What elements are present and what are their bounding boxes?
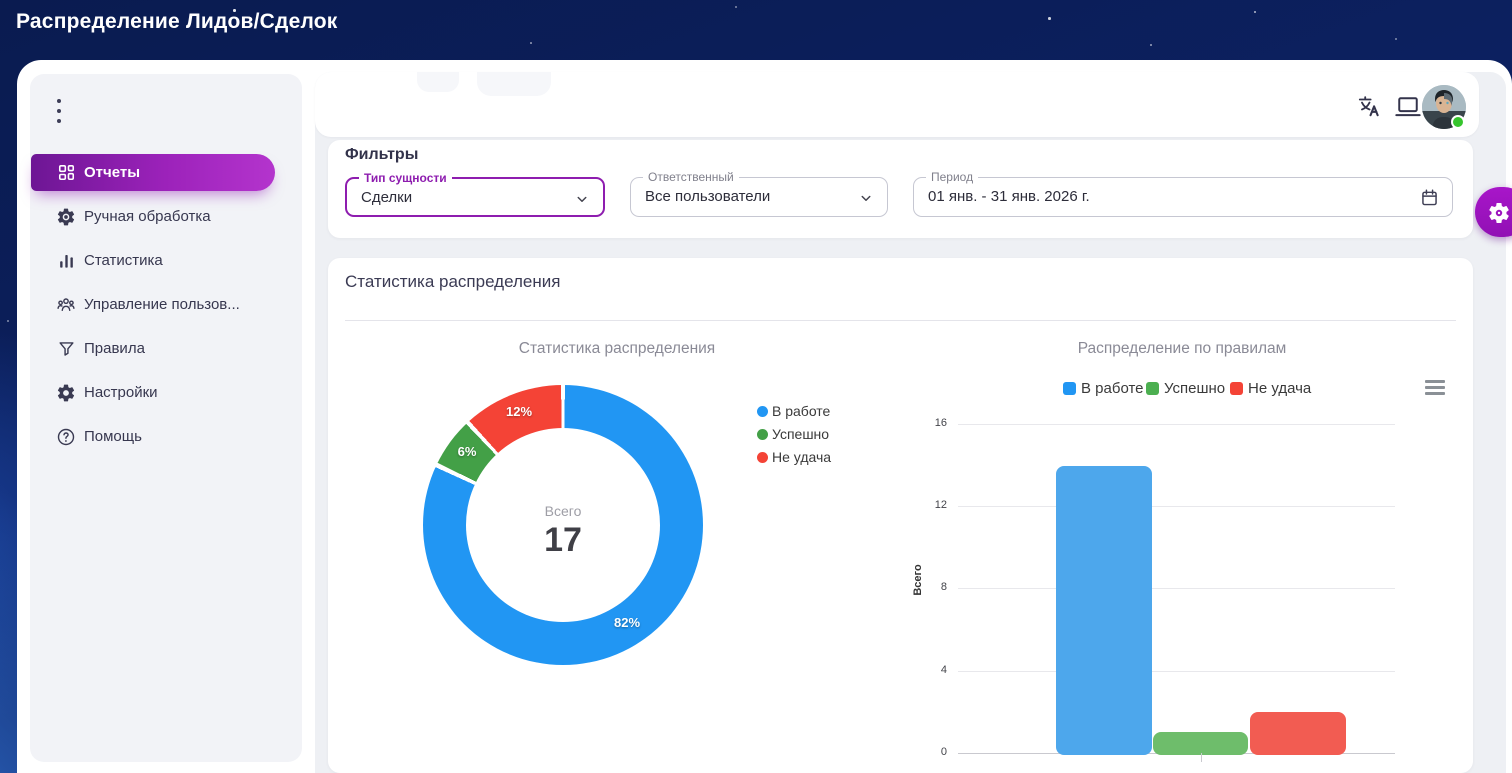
chart-menu-icon[interactable]	[1425, 380, 1445, 396]
gear-icon	[1487, 201, 1511, 225]
laptop-icon[interactable]	[1394, 95, 1422, 119]
star-decoration	[735, 6, 737, 8]
ytick-12: 12	[912, 499, 947, 511]
funnel-icon	[56, 339, 76, 359]
users-icon	[56, 295, 76, 315]
ytick-0: 0	[912, 746, 947, 758]
legend-dot-success	[757, 429, 768, 440]
bar-chart-icon	[56, 251, 76, 271]
sidebar-item-label: Настройки	[84, 384, 158, 401]
sidebar-item-statistics[interactable]: Статистика	[31, 242, 275, 279]
x-axis-tick	[1201, 753, 1202, 762]
star-decoration	[530, 42, 532, 44]
chevron-down-icon	[573, 190, 591, 213]
star-decoration	[1395, 38, 1397, 40]
filters-title: Фильтры	[345, 146, 418, 164]
stats-card-title: Статистика распределения	[345, 272, 560, 292]
bar-legend-swatch-success	[1146, 382, 1159, 395]
legend-dot-in-progress	[757, 406, 768, 417]
period-value: 01 янв. - 31 янв. 2026 г.	[928, 188, 1090, 205]
gear-process-icon	[56, 207, 76, 227]
legend-label-success: Успешно	[772, 426, 829, 442]
topbar-ghost-shape	[477, 72, 551, 96]
bar-chart-title: Распределение по правилам	[1020, 340, 1344, 358]
sidebar-item-label: Помощь	[84, 428, 142, 445]
bar-legend-label-in-progress: В работе	[1081, 380, 1144, 397]
bar-in-progress	[1056, 466, 1152, 755]
star-decoration	[1254, 11, 1256, 13]
sidebar-item-help[interactable]: Помощь	[31, 418, 275, 455]
topbar-ghost-shape	[417, 72, 459, 92]
kebab-menu-icon[interactable]	[53, 99, 65, 127]
translate-icon[interactable]	[1356, 93, 1382, 119]
donut-slice-label-red: 12%	[489, 404, 549, 419]
donut-slice-label-green: 6%	[437, 444, 497, 459]
donut-slice-label-blue: 82%	[597, 615, 657, 630]
bar-legend-swatch-failure	[1230, 382, 1243, 395]
gridline-16	[958, 424, 1395, 425]
ytick-4: 4	[912, 664, 947, 676]
legend-label-failure: Не удача	[772, 449, 831, 465]
ytick-16: 16	[912, 417, 947, 429]
sidebar-item-label: Управление пользов...	[84, 296, 240, 313]
donut-chart-title: Статистика распределения	[455, 340, 779, 358]
sidebar-item-manual-processing[interactable]: Ручная обработка	[31, 198, 275, 235]
donut-total-label: Всего	[463, 503, 663, 519]
sidebar-item-settings[interactable]: Настройки	[31, 374, 275, 411]
entity-type-label: Тип сущности	[359, 171, 452, 185]
star-decoration	[1150, 44, 1152, 46]
filters-card: Фильтры Тип сущности Сделки Ответственны…	[328, 140, 1473, 238]
y-axis-title: Всего	[912, 550, 924, 610]
responsible-select[interactable]: Ответственный Все пользователи	[630, 177, 888, 217]
bar-legend-label-failure: Не удача	[1248, 380, 1311, 397]
bar-legend-label-success: Успешно	[1164, 380, 1225, 397]
help-icon	[56, 427, 76, 447]
bar-success	[1153, 732, 1248, 755]
bar-failure	[1250, 712, 1346, 755]
entity-type-value: Сделки	[361, 189, 412, 206]
calendar-icon[interactable]	[1419, 187, 1440, 214]
legend-dot-failure	[757, 452, 768, 463]
divider	[345, 320, 1456, 321]
gridline-12	[958, 506, 1395, 507]
app-viewport: Распределение Лидов/Сделок	[0, 0, 1512, 773]
legend-label-in-progress: В работе	[772, 403, 830, 419]
sidebar-item-user-management[interactable]: Управление пользов...	[31, 286, 275, 323]
sidebar-item-rules[interactable]: Правила	[31, 330, 275, 367]
topbar	[315, 72, 1479, 137]
sidebar-item-label: Ручная обработка	[84, 208, 211, 225]
sidebar-item-label: Отчеты	[84, 164, 140, 181]
star-decoration	[7, 320, 9, 322]
bar-legend-swatch-in-progress	[1063, 382, 1076, 395]
page-title: Распределение Лидов/Сделок	[16, 10, 337, 34]
dashboard-icon	[56, 163, 76, 183]
donut-total-value: 17	[463, 521, 663, 560]
entity-type-select[interactable]: Тип сущности Сделки	[345, 177, 605, 217]
star-decoration	[1048, 17, 1051, 20]
gridline-8	[958, 588, 1395, 589]
gridline-4	[958, 671, 1395, 672]
distribution-stats-card: Статистика распределения Статистика расп…	[328, 258, 1473, 773]
gear-icon	[56, 383, 76, 403]
online-status-badge	[1451, 115, 1465, 129]
responsible-value: Все пользователи	[645, 188, 770, 205]
responsible-label: Ответственный	[643, 170, 739, 184]
period-label: Период	[926, 170, 978, 184]
sidebar-item-reports[interactable]: Отчеты	[31, 154, 275, 191]
sidebar-item-label: Статистика	[84, 252, 163, 269]
period-input[interactable]: Период 01 янв. - 31 янв. 2026 г.	[913, 177, 1453, 217]
chevron-down-icon	[857, 189, 875, 212]
sidebar-item-label: Правила	[84, 340, 145, 357]
